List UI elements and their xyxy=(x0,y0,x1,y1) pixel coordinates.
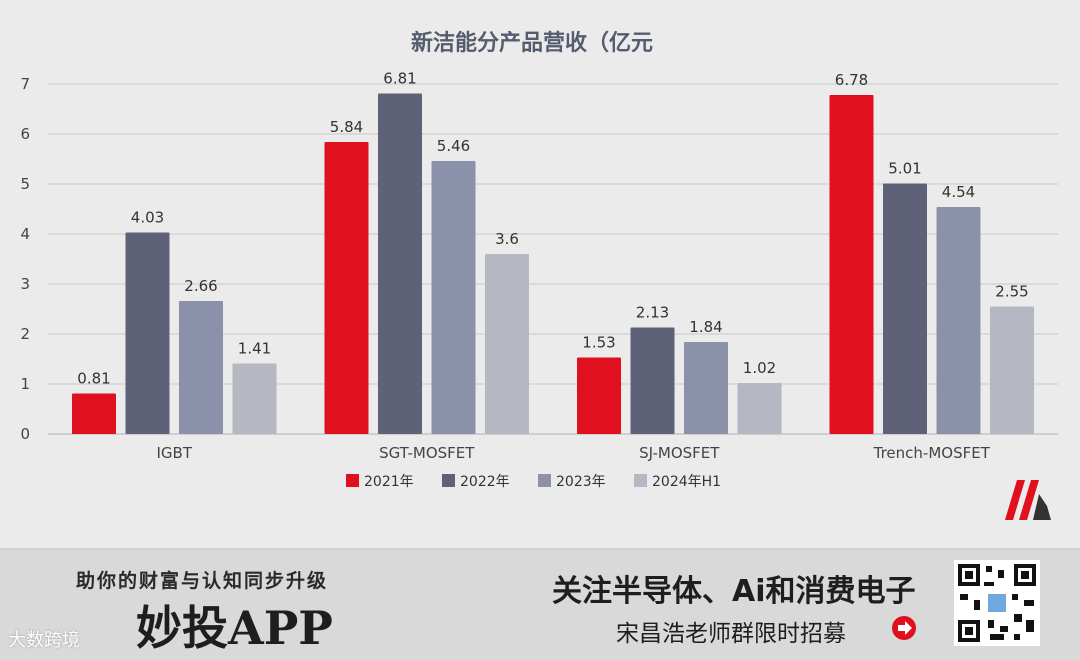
legend-label: 2021年 xyxy=(364,474,414,490)
x-category-label: SGT-MOSFET xyxy=(379,444,475,462)
legend-label: 2024年H1 xyxy=(652,474,721,490)
bar-IGBT-2024年H1 xyxy=(232,363,277,434)
legend-swatch xyxy=(634,474,647,487)
y-tick-label: 6 xyxy=(20,125,30,143)
data-label: 4.03 xyxy=(131,209,164,227)
promo-banner[interactable]: 助你的财富与认知同步升级 妙投APP 大数跨境 关注半导体、Ai和消费电子 宋昌… xyxy=(0,548,1080,660)
bar-SGT-MOSFET-2021年 xyxy=(324,142,369,434)
legend-swatch xyxy=(346,474,359,487)
bar-IGBT-2022年 xyxy=(125,232,170,434)
data-label: 2.55 xyxy=(995,283,1028,301)
legend: 2021年 2022年 2023年 2024年H1 xyxy=(346,474,721,490)
data-label: 4.54 xyxy=(942,183,975,201)
legend-item[interactable]: 2024年H1 xyxy=(634,474,721,490)
y-tick-label: 4 xyxy=(20,225,30,243)
data-label: 6.78 xyxy=(835,71,868,89)
x-category-label: IGBT xyxy=(156,444,192,462)
data-label: 5.46 xyxy=(437,137,470,155)
y-axis-ticks: 0 1 2 3 4 5 6 7 xyxy=(20,75,30,443)
bar-chart: 新洁能分产品营收（亿元 0 1 2 3 4 5 6 7 0.81 4.03 2.66 1.41 5.8… xyxy=(20,30,1058,520)
bar-SGT-MOSFET-2022年 xyxy=(378,93,422,434)
data-label: 1.53 xyxy=(582,334,615,352)
banner-app-name: 妙投APP xyxy=(136,601,333,655)
legend-item[interactable]: 2022年 xyxy=(442,474,510,490)
bar-IGBT-2021年 xyxy=(72,393,116,434)
chart-title: 新洁能分产品营收（亿元 xyxy=(411,30,653,56)
data-label: 5.84 xyxy=(330,118,363,136)
legend-label: 2022年 xyxy=(460,474,510,490)
x-category-label: SJ-MOSFET xyxy=(639,444,720,462)
legend-label: 2023年 xyxy=(556,474,606,490)
bar-SJ-MOSFET-2021年 xyxy=(577,357,621,434)
bar-Trench-MOSFET-2021年 xyxy=(829,95,874,434)
data-label: 1.84 xyxy=(689,318,722,336)
y-tick-label: 0 xyxy=(20,425,30,443)
data-label: 2.66 xyxy=(184,277,217,295)
y-tick-label: 3 xyxy=(20,275,30,293)
data-label: 0.81 xyxy=(77,370,110,388)
bar-SGT-MOSFET-2024年H1 xyxy=(485,254,529,434)
bar-SJ-MOSFET-2022年 xyxy=(630,327,675,434)
watermark-text: 大数跨境 xyxy=(8,630,80,651)
data-label: 2.13 xyxy=(636,304,669,322)
data-label: 5.01 xyxy=(888,160,921,178)
bar-IGBT-2023年 xyxy=(179,301,223,434)
bar-Trench-MOSFET-2023年 xyxy=(936,207,981,434)
m-brand-logo-icon xyxy=(1005,480,1051,520)
legend-item[interactable]: 2023年 xyxy=(538,474,606,490)
data-label: 1.41 xyxy=(238,340,271,358)
y-tick-label: 2 xyxy=(20,325,30,343)
legend-swatch xyxy=(442,474,455,487)
bar-SGT-MOSFET-2023年 xyxy=(431,161,476,434)
x-axis-categories: IGBT SGT-MOSFET SJ-MOSFET Trench-MOSFET xyxy=(156,444,990,462)
banner-slogan: 助你的财富与认知同步升级 xyxy=(76,570,329,592)
bar-SJ-MOSFET-2024年H1 xyxy=(737,383,782,434)
bars xyxy=(72,93,1034,434)
bar-SJ-MOSFET-2023年 xyxy=(684,342,728,434)
bar-Trench-MOSFET-2022年 xyxy=(883,183,927,434)
legend-swatch xyxy=(538,474,551,487)
chart-panel: 新洁能分产品营收（亿元 0 1 2 3 4 5 6 7 0.81 4.03 2.66 1.41 5.8… xyxy=(20,30,1058,520)
arrow-right-circle-icon[interactable] xyxy=(892,616,916,640)
data-label: 6.81 xyxy=(383,70,416,88)
data-label: 1.02 xyxy=(743,359,776,377)
x-category-label: Trench-MOSFET xyxy=(873,444,991,462)
y-tick-label: 1 xyxy=(20,375,30,393)
bar-Trench-MOSFET-2024年H1 xyxy=(990,306,1034,434)
y-tick-label: 5 xyxy=(20,175,30,193)
data-label: 3.6 xyxy=(495,230,519,248)
legend-item[interactable]: 2021年 xyxy=(346,474,414,490)
banner-subline: 宋昌浩老师群限时招募 xyxy=(616,621,846,647)
banner-headline: 关注半导体、Ai和消费电子 xyxy=(552,574,916,609)
qr-code-icon xyxy=(954,560,1040,646)
y-tick-label: 7 xyxy=(20,75,30,93)
data-labels: 0.81 4.03 2.66 1.41 5.84 6.81 5.46 3.6 1.53 2.13 1… xyxy=(77,70,1028,388)
